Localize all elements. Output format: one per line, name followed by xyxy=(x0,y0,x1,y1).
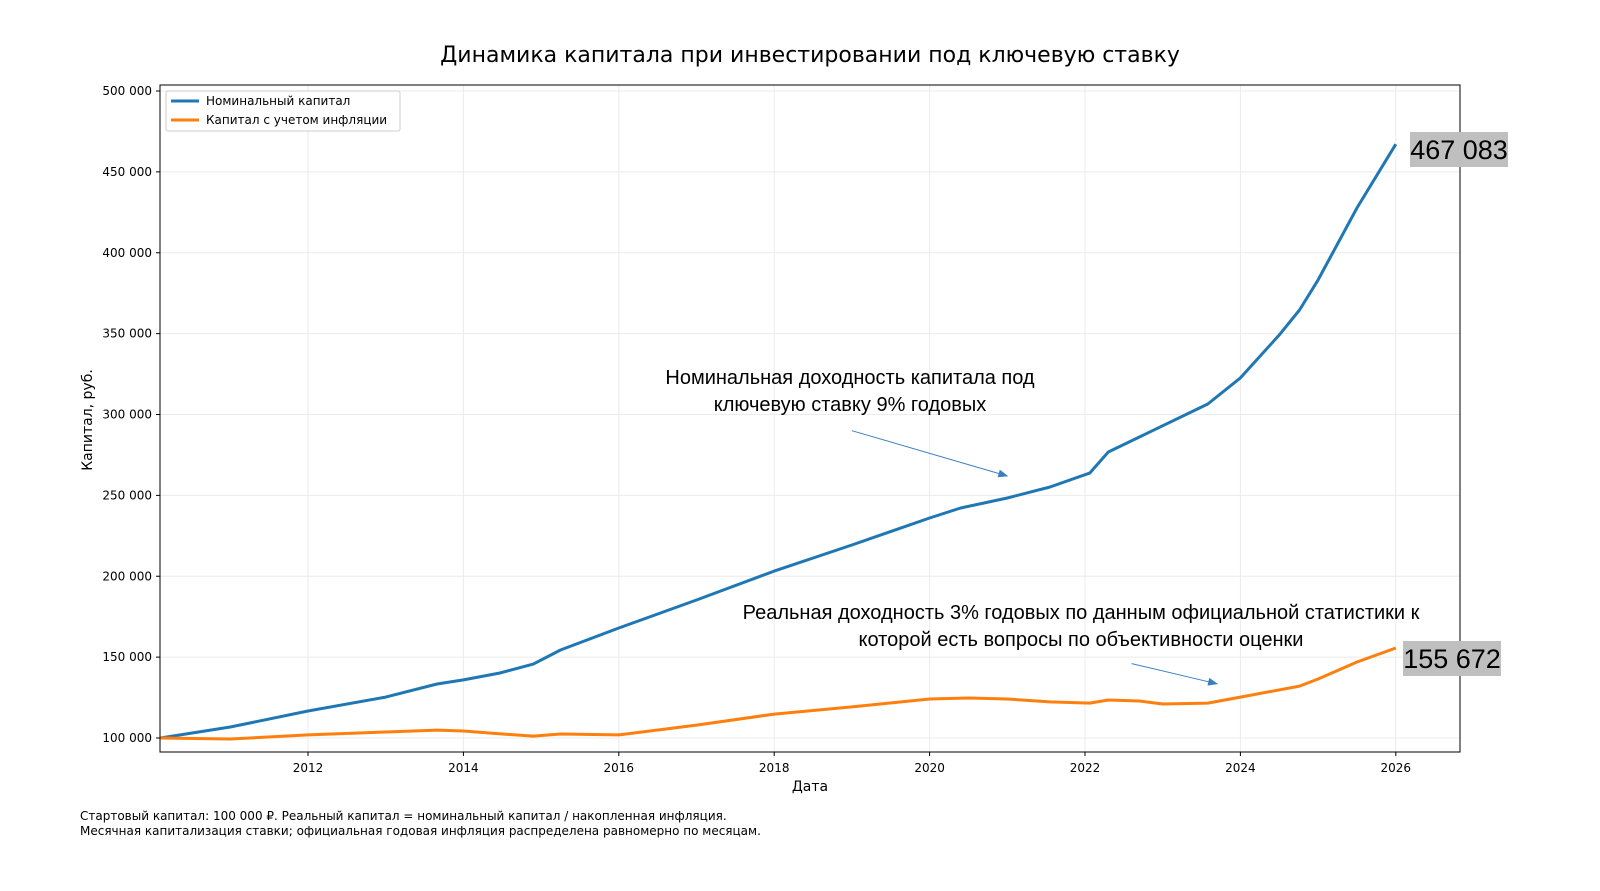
annotation-nominal-line-1: Номинальная доходность капитала под xyxy=(665,367,1035,389)
y-tick-label: 100 000 xyxy=(102,731,152,745)
y-axis-label: Капитал, руб. xyxy=(80,369,96,471)
y-tick-label: 500 000 xyxy=(102,84,152,98)
y-tick-label: 300 000 xyxy=(102,408,152,422)
legend-label-real: Капитал с учетом инфляции xyxy=(206,113,387,127)
chart-title: Динамика капитала при инвестировании под… xyxy=(440,43,1180,68)
grid xyxy=(160,85,1460,752)
series-line-real xyxy=(160,646,1397,741)
legend: Номинальный капитал Капитал с учетом инф… xyxy=(165,90,401,132)
annotation-real-line-2: которой есть вопросы по объективности оц… xyxy=(859,629,1304,651)
annotation-nominal-arrow xyxy=(851,430,1009,478)
x-tick-label: 2022 xyxy=(1070,761,1101,775)
x-tick-label: 2024 xyxy=(1225,761,1256,775)
annotation-real-arrow xyxy=(1131,663,1219,686)
x-tick-label: 2014 xyxy=(448,761,479,775)
x-tick-label: 2016 xyxy=(604,761,635,775)
y-tick-label: 150 000 xyxy=(102,650,152,664)
end-label-real-text: 155 672 xyxy=(1403,644,1501,674)
x-tick-label: 2026 xyxy=(1381,761,1412,775)
annotation-real-line-1: Реальная доходность 3% годовых по данным… xyxy=(743,602,1420,624)
end-label-nominal-text: 467 083 xyxy=(1410,135,1508,165)
annotation-nominal-line-2: ключевую ставку 9% годовых xyxy=(714,394,987,416)
x-tick-label: 2020 xyxy=(914,761,945,775)
x-axis-label: Дата xyxy=(792,779,828,795)
footnote-line-1: Стартовый капитал: 100 000 ₽. Реальный к… xyxy=(80,809,727,823)
legend-label-nominal: Номинальный капитал xyxy=(206,94,350,108)
y-tick-label: 250 000 xyxy=(102,488,152,502)
axis-ticks: 2012 2014 2016 2018 2020 2022 2024 2026 100 000 1… xyxy=(102,84,1411,775)
annotation-real: Реальная доходность 3% годовых по данным… xyxy=(743,602,1420,686)
y-tick-label: 400 000 xyxy=(102,246,152,260)
y-tick-label: 350 000 xyxy=(102,327,152,341)
end-label-nominal: 467 083 xyxy=(1410,132,1508,167)
footnote-line-2: Месячная капитализация ставки; официальн… xyxy=(80,824,761,838)
annotation-nominal: Номинальная доходность капитала под ключ… xyxy=(665,367,1035,478)
plot-frame xyxy=(159,84,1461,753)
series-line-nominal xyxy=(160,143,1398,740)
series-lines xyxy=(160,143,1398,741)
x-tick-label: 2018 xyxy=(759,761,790,775)
y-tick-label: 200 000 xyxy=(102,569,152,583)
y-tick-label: 450 000 xyxy=(102,165,152,179)
end-label-real: 155 672 xyxy=(1403,641,1501,676)
x-tick-label: 2012 xyxy=(293,761,324,775)
